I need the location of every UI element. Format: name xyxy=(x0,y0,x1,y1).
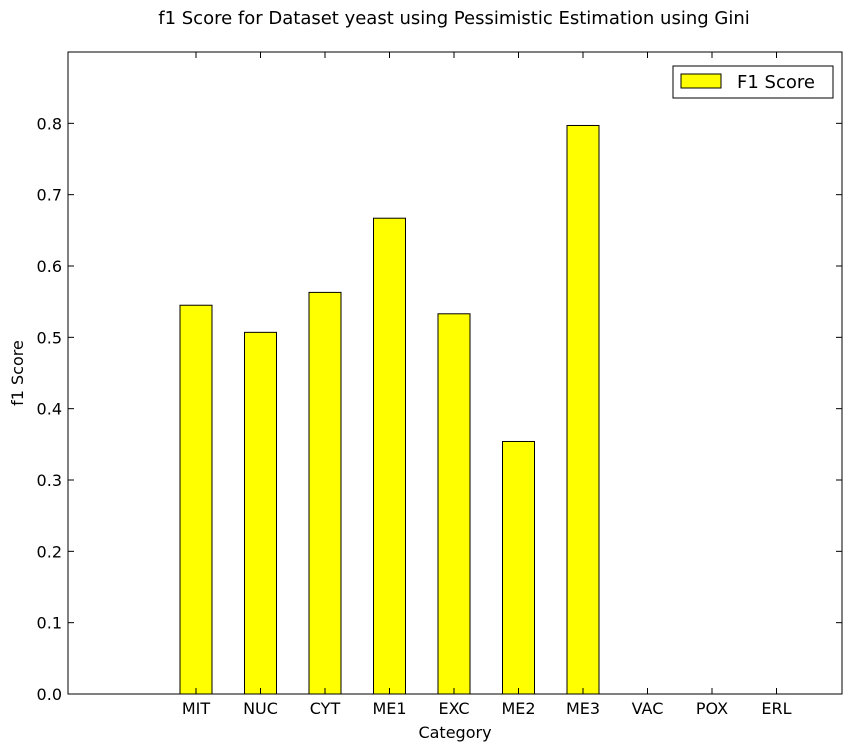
y-tick-label: 0.6 xyxy=(37,257,62,276)
legend: F1 Score xyxy=(672,65,834,99)
x-tick-label: EXC xyxy=(438,699,469,718)
y-tick-label: 0.7 xyxy=(37,186,62,205)
ticks-group: MIT NUC CYT ME1 EXC ME2 ME3 VAC POX ERL 0.0 0.1 0.2 0… xyxy=(37,52,842,718)
bar-cyt xyxy=(308,291,342,695)
y-tick-label: 0.2 xyxy=(37,542,62,561)
y-tick-label: 0.0 xyxy=(37,685,62,704)
y-tick-label: 0.3 xyxy=(37,471,62,490)
bar-me3 xyxy=(566,124,600,695)
x-tick-label: ME1 xyxy=(372,699,406,718)
y-tick-label: 0.8 xyxy=(37,114,62,133)
x-tick-label: POX xyxy=(696,699,728,718)
x-tick-label: NUC xyxy=(243,699,278,718)
bar-me1 xyxy=(373,217,406,695)
bar-mit xyxy=(179,304,213,695)
plot-frame xyxy=(67,51,843,695)
bar-nuc xyxy=(244,331,277,695)
x-tick-label: CYT xyxy=(310,699,341,718)
chart-title: f1 Score for Dataset yeast using Pessimi… xyxy=(158,8,750,29)
legend-label: F1 Score xyxy=(737,72,815,93)
x-tick-label: ME2 xyxy=(501,699,535,718)
x-tick-label: ERL xyxy=(761,699,791,718)
x-tick-label: VAC xyxy=(632,699,664,718)
bar-me2 xyxy=(502,440,535,695)
x-tick-label: MIT xyxy=(182,699,211,718)
bar-exc xyxy=(437,313,471,695)
y-tick-label: 0.1 xyxy=(37,614,62,633)
y-tick-label: 0.5 xyxy=(37,328,62,347)
bars-group xyxy=(179,124,600,695)
legend-swatch xyxy=(680,73,722,89)
y-axis-label: f1 Score xyxy=(8,340,27,406)
y-tick-label: 0.4 xyxy=(37,400,62,419)
x-axis-label: Category xyxy=(418,723,491,742)
x-tick-label: ME3 xyxy=(566,699,600,718)
